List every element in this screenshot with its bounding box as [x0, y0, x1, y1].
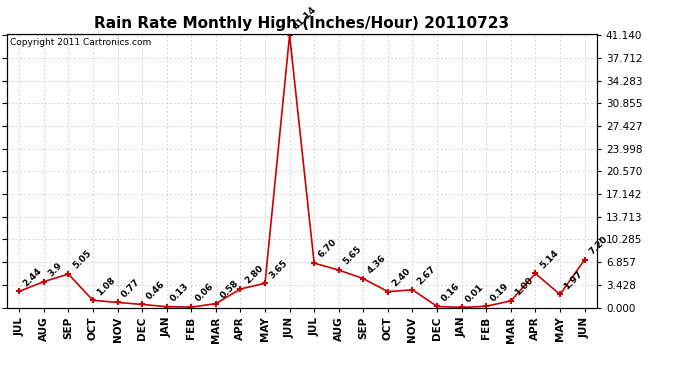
- Text: 1.97: 1.97: [562, 269, 584, 291]
- Text: 0.77: 0.77: [120, 277, 142, 299]
- Text: 0.06: 0.06: [194, 282, 215, 304]
- Text: 2.40: 2.40: [391, 266, 413, 288]
- Text: 0.16: 0.16: [440, 281, 462, 303]
- Text: 0.13: 0.13: [169, 281, 191, 303]
- Text: 3.9: 3.9: [46, 261, 64, 278]
- Text: 3.65: 3.65: [268, 258, 290, 280]
- Title: Rain Rate Monthly High (Inches/Hour) 20110723: Rain Rate Monthly High (Inches/Hour) 201…: [95, 16, 509, 31]
- Text: 4.36: 4.36: [366, 253, 388, 275]
- Text: 7.20: 7.20: [587, 234, 609, 256]
- Text: 6.70: 6.70: [317, 238, 339, 260]
- Text: 5.05: 5.05: [71, 249, 92, 271]
- Text: 0.58: 0.58: [218, 278, 240, 300]
- Text: 5.14: 5.14: [538, 248, 560, 270]
- Text: 2.44: 2.44: [21, 266, 44, 288]
- Text: 5.65: 5.65: [341, 245, 363, 267]
- Text: 2.67: 2.67: [415, 264, 437, 286]
- Text: 2.80: 2.80: [243, 264, 265, 286]
- Text: 0.46: 0.46: [145, 279, 166, 301]
- Text: 0.19: 0.19: [489, 281, 511, 303]
- Text: 41.14: 41.14: [292, 5, 319, 32]
- Text: 1.00: 1.00: [513, 276, 535, 298]
- Text: 0.01: 0.01: [464, 282, 486, 304]
- Text: Copyright 2011 Cartronics.com: Copyright 2011 Cartronics.com: [10, 38, 151, 47]
- Text: 1.08: 1.08: [95, 275, 117, 297]
